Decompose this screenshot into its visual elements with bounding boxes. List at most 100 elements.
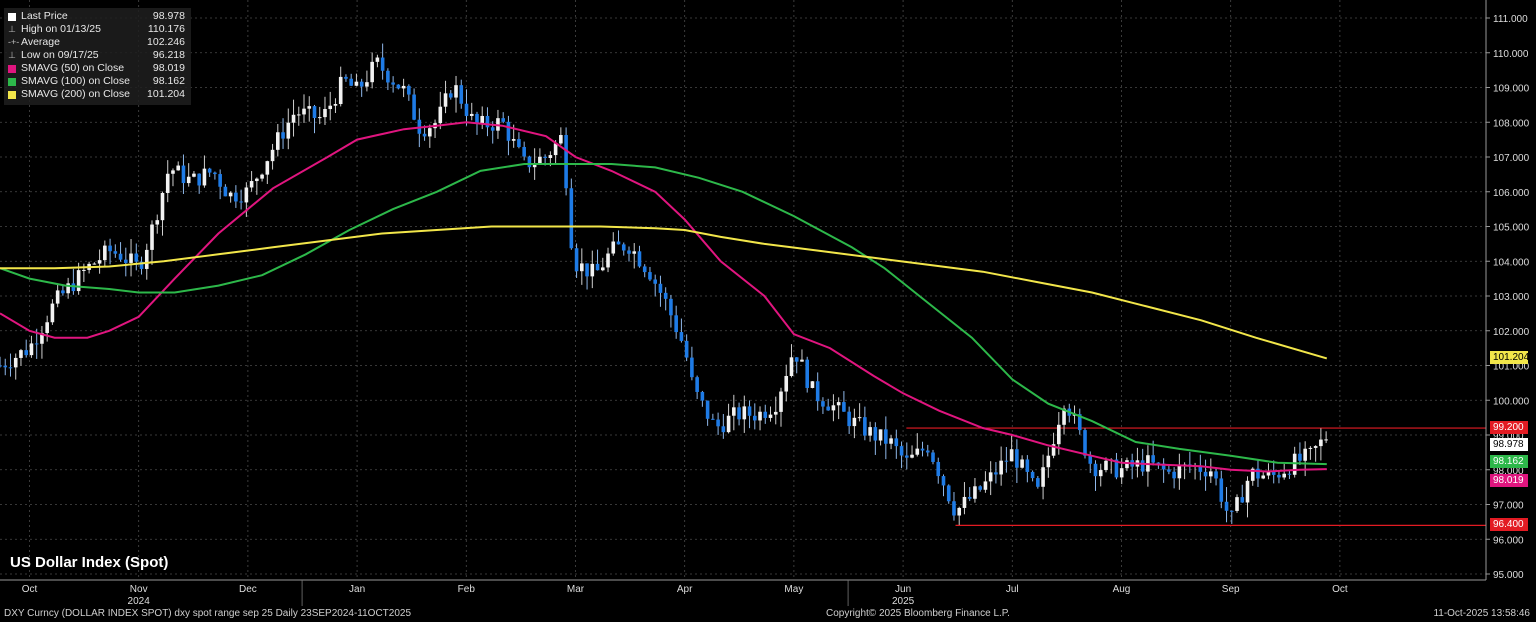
candle-body (281, 132, 285, 139)
y-tick-label: 110.000 (1493, 49, 1529, 60)
y-tick-label: 104.000 (1493, 257, 1530, 268)
legend-value: 101.204 (147, 88, 185, 100)
candle-body (658, 283, 663, 293)
x-tick-label: Oct (1332, 584, 1348, 595)
candle-body (302, 108, 306, 115)
x-tick-label: Jul (1006, 584, 1019, 595)
candle-body (574, 248, 579, 272)
candle-body (684, 340, 689, 358)
candle-body (160, 192, 165, 221)
y-tick-label: 99.000 (1493, 431, 1524, 442)
candle-body (1277, 474, 1281, 478)
candle-body (1062, 408, 1066, 425)
candle-body (391, 82, 395, 85)
candle-body (207, 168, 212, 173)
candle-body (941, 476, 946, 486)
candle-body (794, 357, 799, 362)
candle-body (732, 407, 736, 416)
candle-body (1083, 430, 1087, 456)
candle-body (1088, 455, 1093, 464)
candle-body (747, 406, 752, 416)
y-tick-label: 105.000 (1493, 223, 1530, 234)
candle-body (475, 113, 479, 124)
candle-body (1125, 460, 1129, 469)
candle-body (752, 415, 757, 421)
legend-row: SMAVG (50) on Close 98.019 (8, 62, 185, 75)
candle-body (1235, 497, 1239, 511)
candle-body (857, 417, 862, 419)
candle-body (443, 93, 448, 107)
candle-body (978, 486, 982, 490)
candle-body (627, 250, 631, 254)
candle-body (71, 283, 76, 292)
candle-body (469, 113, 474, 116)
candle-body (0, 365, 2, 367)
candle-body (223, 186, 228, 197)
legend-swatch (8, 64, 16, 73)
candle-body (695, 377, 699, 392)
candle-body (705, 400, 710, 419)
legend-label: Average (21, 36, 60, 48)
candle-body (590, 263, 595, 277)
candle-body (805, 359, 810, 388)
sma-line-0 (0, 121, 1327, 473)
candle-body (501, 118, 505, 122)
candle-body (538, 156, 542, 164)
candle-body (810, 381, 815, 388)
candle-body (904, 455, 909, 458)
candle-body (564, 135, 568, 189)
x-tick-label: Feb (458, 584, 476, 595)
candle-body (690, 357, 694, 378)
candle-body (218, 174, 222, 187)
candle-body (878, 429, 883, 441)
legend-label: Last Price (21, 10, 68, 22)
candle-body (1025, 459, 1030, 472)
candle-body (370, 61, 374, 83)
candle-body (836, 402, 841, 406)
candle-body (139, 261, 144, 269)
price-tag-last: 98.978 (1490, 437, 1528, 451)
legend-row: -+- Average 102.246 (8, 36, 185, 49)
candle-body (789, 357, 794, 376)
x-tick-label: Apr (677, 584, 693, 595)
candle-body (758, 411, 762, 421)
candle-body (994, 472, 998, 475)
candle-body (1167, 469, 1171, 472)
candle-body (852, 417, 857, 427)
candle-body (1172, 471, 1176, 479)
price-tag-sma200: 101.204 (1490, 351, 1529, 365)
candle-body (580, 263, 584, 272)
candle-body (181, 165, 186, 184)
candle-body (448, 93, 453, 98)
candle-body (50, 303, 55, 323)
candle-body (1303, 448, 1307, 461)
candle-body (234, 192, 238, 202)
candle-body (150, 224, 154, 250)
candle-body (1229, 510, 1234, 512)
candle-body (674, 315, 678, 333)
footer-timestamp: 11-Oct-2025 13:58:46 (1433, 608, 1530, 619)
candle-body (889, 438, 893, 444)
y-tick-label: 107.000 (1493, 153, 1530, 164)
candle-body (637, 251, 642, 267)
candle-body (286, 122, 291, 139)
y-tick-label: 96.000 (1493, 535, 1524, 546)
candle-body (1256, 468, 1260, 479)
candle-body (952, 501, 956, 516)
candle-body (517, 139, 521, 147)
price-tag-resistance: 99.200 (1490, 421, 1528, 435)
y-axis: 95.000 96.000 97.000 98.000 99.000 100.000 101… (1485, 0, 1530, 581)
candle-body (1098, 470, 1103, 477)
candle-body (1271, 471, 1276, 475)
candle-body (527, 156, 532, 168)
candle-body (826, 406, 830, 411)
candle-body (1245, 480, 1250, 503)
y-tick-label: 106.000 (1493, 188, 1530, 199)
candle-body (480, 115, 485, 124)
candle-body (884, 429, 888, 444)
candle-body (1209, 471, 1213, 477)
candle-body (936, 461, 941, 477)
candle-body (66, 283, 70, 294)
candle-body (1004, 460, 1009, 462)
candle-body (155, 220, 160, 225)
